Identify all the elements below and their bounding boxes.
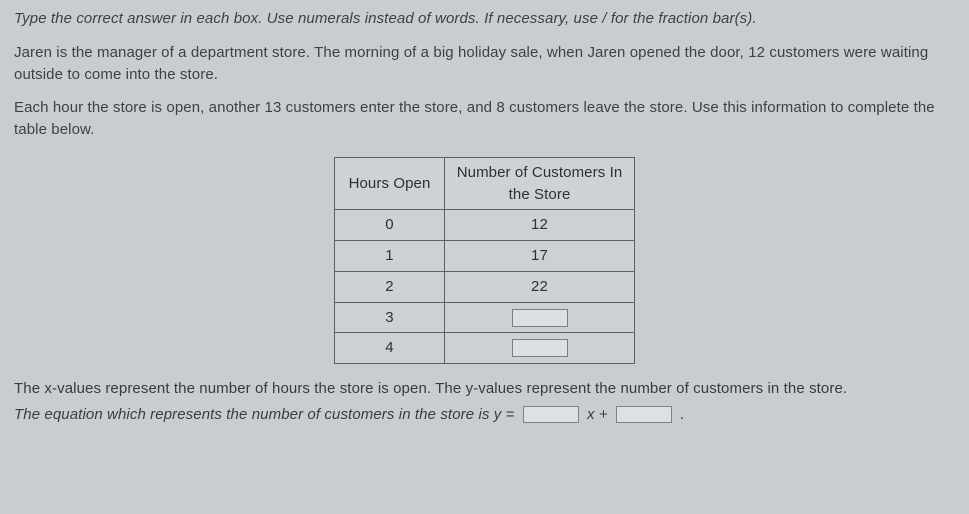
cell-hours: 1 [335,241,445,272]
equation-line: The equation which represents the number… [14,404,955,426]
cell-hours: 3 [335,302,445,333]
header-hours-open: Hours Open [335,157,445,210]
table-row: 4 [335,333,635,364]
cell-customers: 22 [445,271,635,302]
cell-hours: 0 [335,210,445,241]
table-row: 2 22 [335,271,635,302]
data-table-container: Hours Open Number of Customers In the St… [14,157,955,364]
answer-input-row3[interactable] [512,309,568,327]
table-header-row: Hours Open Number of Customers In the St… [335,157,635,210]
equation-mid: x + [587,406,612,423]
header-customers: Number of Customers In the Store [445,157,635,210]
cell-hours: 2 [335,271,445,302]
instructions-text: Type the correct answer in each box. Use… [14,8,955,30]
cell-customers: 12 [445,210,635,241]
cell-customers: 17 [445,241,635,272]
table-row: 3 [335,302,635,333]
cell-customers-input [445,333,635,364]
equation-slope-input[interactable] [523,406,579,423]
equation-suffix: . [680,406,684,423]
table-row: 1 17 [335,241,635,272]
cell-customers-input [445,302,635,333]
equation-intercept-input[interactable] [616,406,672,423]
problem-paragraph-1: Jaren is the manager of a department sto… [14,42,955,86]
closing-explanation: The x-values represent the number of hou… [14,378,955,400]
answer-input-row4[interactable] [512,339,568,357]
customers-table: Hours Open Number of Customers In the St… [334,157,635,364]
cell-hours: 4 [335,333,445,364]
problem-paragraph-2: Each hour the store is open, another 13 … [14,97,955,141]
table-row: 0 12 [335,210,635,241]
equation-prefix: The equation which represents the number… [14,406,519,423]
